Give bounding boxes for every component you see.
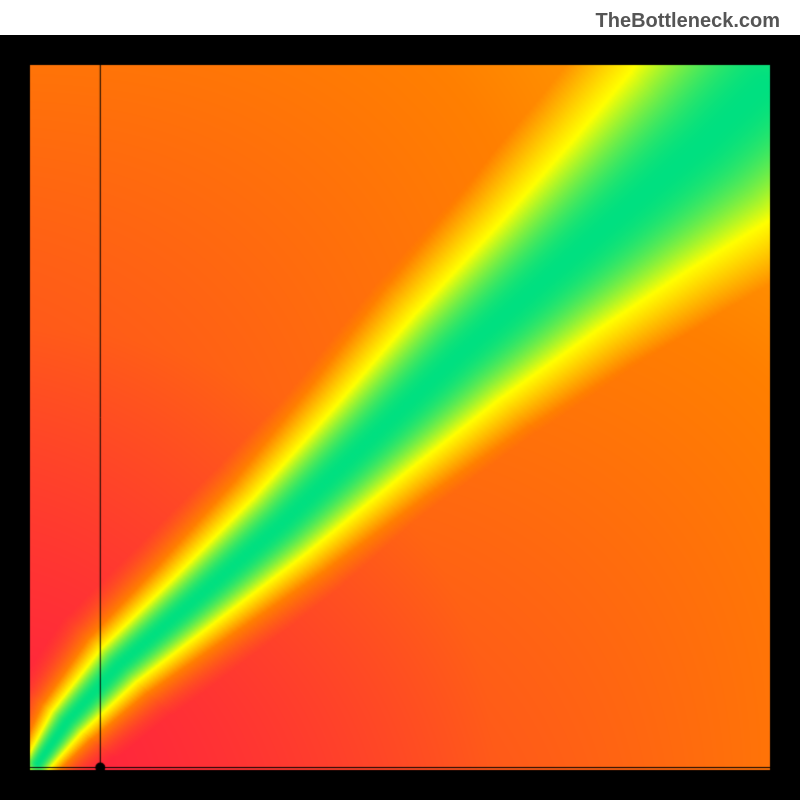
- heatmap-canvas: [0, 35, 800, 800]
- watermark-text: TheBottleneck.com: [596, 10, 780, 33]
- heatmap-chart: [0, 35, 800, 800]
- chart-container: TheBottleneck.com: [0, 0, 800, 800]
